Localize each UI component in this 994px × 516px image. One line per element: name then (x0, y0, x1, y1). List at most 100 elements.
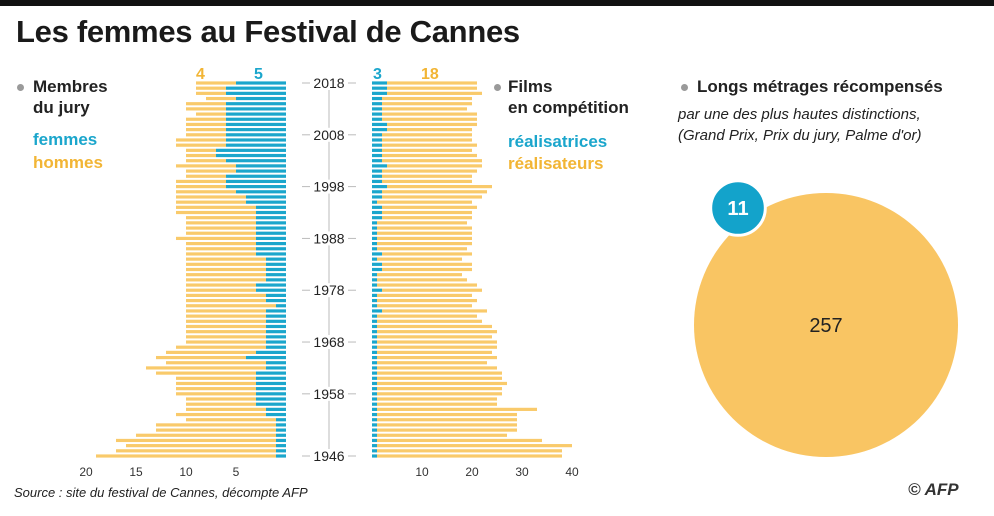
jury-legend-women: femmes (33, 130, 98, 149)
films-women-bar (372, 335, 377, 339)
jury-women-bar (226, 112, 286, 116)
jury-women-bar (266, 330, 286, 334)
jury-men-bar (186, 278, 266, 282)
films-legend-men: réalisateurs (508, 154, 604, 173)
jury-men-bar (156, 423, 276, 427)
films-women-bar (372, 169, 382, 173)
films-women-bar (372, 324, 377, 329)
jury-men-bar (186, 221, 256, 225)
jury-women-bar (236, 96, 286, 101)
films-men-bar (377, 283, 477, 287)
films-men-bar (377, 314, 477, 318)
films-men-bar (377, 278, 467, 282)
films-women-bar (372, 190, 382, 194)
films-men-bar (382, 107, 467, 111)
films-men-bar (387, 185, 492, 189)
films-women-bar (372, 81, 387, 85)
films-women-bar (372, 148, 382, 152)
films-men-bar (377, 324, 492, 329)
jury-men-bar (126, 444, 276, 448)
year-label-backdrop (311, 179, 347, 194)
films-women-bar (372, 392, 377, 396)
films-women-bar (372, 330, 377, 334)
jury-men-bar (186, 340, 266, 344)
films-men-bar (377, 381, 507, 386)
films-women-bar (372, 133, 382, 137)
films-men-bar (377, 355, 497, 360)
films-women-bar (372, 236, 377, 241)
films-women-bar (372, 128, 387, 132)
jury-men-bar (186, 226, 256, 230)
jury-women-bar (226, 91, 286, 95)
jury-women-bar (266, 314, 286, 318)
page-title: Les femmes au Festival de Cannes (16, 14, 520, 49)
films-men-bar (377, 247, 467, 251)
jury-women-bar (216, 153, 286, 158)
films-men-bar (387, 128, 472, 132)
films-women-bar (372, 454, 377, 458)
jury-women-bar (226, 159, 286, 163)
films-women-bar (372, 91, 387, 95)
films-men-bar (382, 210, 472, 215)
films-women-bar (372, 438, 377, 443)
films-women-bar (372, 174, 382, 178)
top-rule (0, 0, 994, 6)
jury-men-bar (176, 190, 236, 194)
films-x-tick-label: 10 (415, 465, 429, 479)
films-women-bar (372, 102, 382, 106)
jury-highlight-men: 4 (196, 66, 205, 83)
films-women-bar (372, 283, 377, 287)
jury-men-bar (186, 174, 226, 178)
films-men-bar (377, 402, 497, 406)
films-men-bar (382, 138, 472, 142)
jury-men-bar (186, 216, 256, 220)
films-heading-line1: Films (508, 77, 553, 96)
awards-subtitle-line1: par une des plus hautes distinctions, (678, 106, 921, 123)
films-men-bar (377, 412, 517, 417)
jury-women-bar (276, 454, 286, 458)
films-men-bar (377, 397, 497, 401)
films-women-bar (372, 376, 377, 380)
films-legend-women: réalisatrices (508, 132, 608, 151)
films-women-bar (372, 153, 382, 158)
films-women-bar (372, 444, 377, 448)
jury-men-bar (186, 304, 276, 308)
awards-bullet-icon (681, 84, 688, 91)
films-men-bar (377, 335, 492, 339)
jury-women-bar (246, 200, 286, 204)
films-men-bar (382, 96, 472, 101)
films-women-bar (372, 366, 377, 370)
jury-women-bar (256, 231, 286, 235)
jury-men-bar (176, 345, 266, 349)
films-women-bar (372, 433, 377, 437)
jury-men-bar (186, 335, 266, 339)
jury-women-bar (256, 381, 286, 386)
films-men-bar (382, 267, 472, 272)
women-awards-circle (709, 179, 767, 237)
jury-x-tick-label: 5 (233, 465, 240, 479)
films-x-tick-label: 20 (465, 465, 479, 479)
films-men-bar (382, 143, 477, 147)
jury-women-bar (266, 267, 286, 272)
jury-women-bar (276, 428, 286, 432)
films-x-tick-label: 40 (565, 465, 579, 479)
jury-men-bar (196, 81, 236, 85)
films-women-bar (372, 309, 382, 313)
films-men-bar (382, 153, 477, 158)
jury-men-bar (176, 412, 266, 417)
films-men-bar (387, 122, 477, 127)
year-label-backdrop (311, 76, 347, 90)
films-women-bar (372, 262, 382, 266)
jury-x-tick-label: 20 (79, 465, 93, 479)
films-women-bar (372, 179, 382, 184)
jury-women-bar (226, 185, 286, 189)
jury-men-bar (166, 350, 256, 354)
jury-women-bar (266, 412, 286, 417)
jury-men-bar (186, 324, 266, 329)
jury-men-bar (186, 319, 266, 323)
jury-women-bar (276, 438, 286, 443)
jury-women-bar (266, 345, 286, 349)
jury-women-bar (266, 366, 286, 370)
films-women-bar (372, 241, 377, 246)
films-women-bar (372, 247, 377, 251)
